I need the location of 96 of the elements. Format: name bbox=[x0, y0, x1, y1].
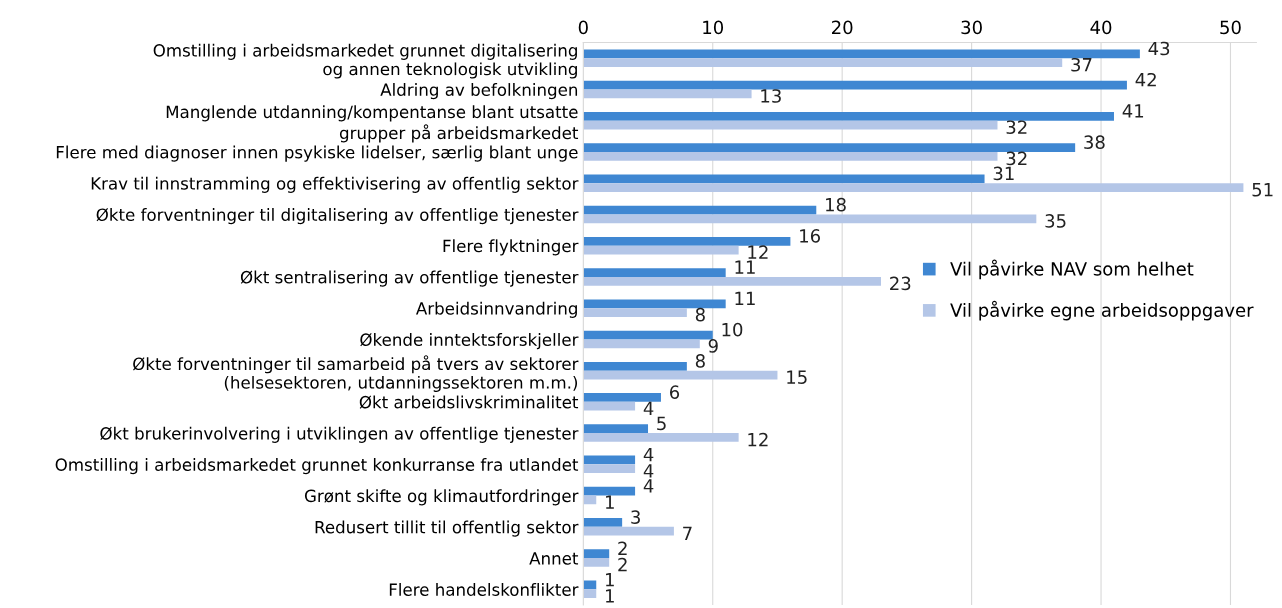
y-tick-label: Omstilling i arbeidsmarkedet grunnet digitalisering og annen teknologisk utvikling bbox=[153, 43, 577, 79]
data-label: 15 bbox=[787, 370, 807, 384]
bar bbox=[583, 268, 726, 277]
data-label: 11 bbox=[735, 291, 755, 305]
data-label: 31 bbox=[993, 166, 1014, 181]
data-label: 2 bbox=[618, 541, 627, 555]
data-label: 4 bbox=[643, 401, 654, 415]
bar bbox=[583, 518, 623, 527]
bar bbox=[583, 214, 1037, 224]
bar bbox=[583, 455, 636, 465]
bar bbox=[583, 58, 1063, 67]
x-tick-label: 20 bbox=[832, 20, 853, 35]
y-tick-label: Manglende utdanning/kompentanse blant utsatte grupper på arbeidsmarkedet bbox=[166, 105, 579, 143]
data-label: 8 bbox=[695, 307, 705, 322]
data-label: 11 bbox=[735, 260, 755, 274]
data-label: 6 bbox=[670, 385, 680, 399]
data-label: 18 bbox=[826, 197, 846, 212]
data-label: 10 bbox=[722, 322, 743, 337]
data-label: 38 bbox=[1084, 135, 1105, 150]
bar bbox=[583, 308, 687, 317]
data-label: 9 bbox=[708, 339, 718, 353]
y-tick-label: Annet bbox=[529, 552, 579, 565]
data-label: 35 bbox=[1045, 214, 1066, 228]
y-tick-label: Krav til innstramming og effektivisering av offentlig sektor bbox=[91, 176, 579, 193]
data-label: 16 bbox=[800, 229, 821, 243]
bar bbox=[583, 558, 610, 567]
data-label: 32 bbox=[1006, 151, 1027, 166]
data-label: 1 bbox=[606, 495, 614, 509]
y-tick-label: Økt brukerinvolvering i utviklingen av offentlige tjenester bbox=[100, 426, 579, 443]
data-label: 42 bbox=[1135, 72, 1156, 87]
data-label: 32 bbox=[1006, 120, 1027, 135]
data-label: 37 bbox=[1071, 57, 1092, 72]
data-label: 12 bbox=[748, 245, 768, 259]
bar bbox=[583, 464, 636, 474]
bar bbox=[583, 205, 817, 215]
y-tick-label: Økte forventninger til samarbeid på tvers av sektorer (helsesektoren, utdanningssektoren m.m.) bbox=[133, 355, 579, 393]
data-label: 4 bbox=[643, 448, 654, 462]
bar bbox=[583, 433, 739, 442]
x-tick-label: 40 bbox=[1090, 20, 1112, 35]
bar bbox=[583, 361, 687, 371]
x-tick-label: 10 bbox=[703, 20, 724, 35]
bar bbox=[583, 236, 791, 246]
bar bbox=[583, 111, 1114, 121]
y-tick-label: Omstilling i arbeidsmarkedet grunnet konkurranse fra utlandet bbox=[55, 458, 579, 475]
bar bbox=[583, 330, 713, 340]
bar bbox=[583, 151, 998, 161]
bar bbox=[583, 80, 1127, 90]
bar bbox=[583, 183, 1244, 192]
data-label: 43 bbox=[1148, 41, 1170, 56]
y-tick-label: Flere flyktninger bbox=[443, 239, 579, 256]
data-label: 2 bbox=[618, 557, 627, 572]
data-label: 4 bbox=[643, 479, 654, 493]
y-tick-label: Økende inntektsforskjeller bbox=[360, 333, 579, 350]
bar bbox=[583, 120, 998, 130]
data-label: 13 bbox=[761, 89, 781, 103]
data-label: 1 bbox=[606, 589, 614, 603]
data-label: 7 bbox=[683, 526, 692, 540]
bar bbox=[583, 276, 882, 286]
y-tick-label: Økt sentralisering av offentlige tjenester bbox=[240, 270, 579, 287]
y-tick-label: Flere handelskonflikter bbox=[389, 583, 579, 596]
data-label: 23 bbox=[890, 276, 911, 291]
data-label: 41 bbox=[1122, 104, 1144, 118]
y-tick-label: Aldring av befolkningen bbox=[380, 83, 578, 100]
y-tick-label: Flere med diagnoser innen psykiske lidelser, særlig blant unge bbox=[56, 145, 578, 162]
bar bbox=[583, 424, 649, 434]
bar bbox=[583, 370, 778, 380]
x-tick-label: 30 bbox=[961, 20, 982, 35]
bar bbox=[583, 393, 661, 402]
data-label: 12 bbox=[748, 432, 768, 447]
bar bbox=[583, 589, 597, 599]
bar bbox=[583, 401, 636, 411]
data-label: 3 bbox=[631, 510, 640, 524]
bar bbox=[583, 486, 636, 496]
y-tick-label: Økt arbeidslivskriminalitet bbox=[359, 395, 579, 409]
y-tick-label: Redusert tillit til offentlig sektor bbox=[315, 520, 579, 537]
y-tick-label: Økte forventninger til digitalisering av offentlige tjenester bbox=[96, 208, 579, 225]
legend-label: Vil påvirke egne arbeidsoppgaver bbox=[950, 300, 1254, 321]
bar bbox=[583, 89, 752, 99]
legend-label: Vil påvirke NAV som helhet bbox=[950, 259, 1194, 280]
data-label: 5 bbox=[657, 416, 666, 431]
x-tick-label: 50 bbox=[1220, 20, 1241, 35]
bar bbox=[583, 245, 739, 255]
data-label: 8 bbox=[695, 354, 705, 368]
x-tick-label: 0 bbox=[578, 20, 588, 35]
bar bbox=[583, 549, 610, 559]
data-label: 1 bbox=[606, 573, 614, 587]
bar bbox=[583, 143, 1076, 152]
bar bbox=[583, 174, 985, 184]
y-tick-label: Arbeidsinnvandring bbox=[416, 301, 577, 318]
data-label: 51 bbox=[1252, 183, 1273, 197]
bar bbox=[583, 526, 674, 536]
data-label: 4 bbox=[643, 464, 654, 478]
bar bbox=[583, 49, 1140, 59]
bar bbox=[583, 299, 726, 309]
bar bbox=[583, 339, 700, 349]
y-tick-label: Grønt skifte og klimautfordringer bbox=[304, 489, 579, 506]
